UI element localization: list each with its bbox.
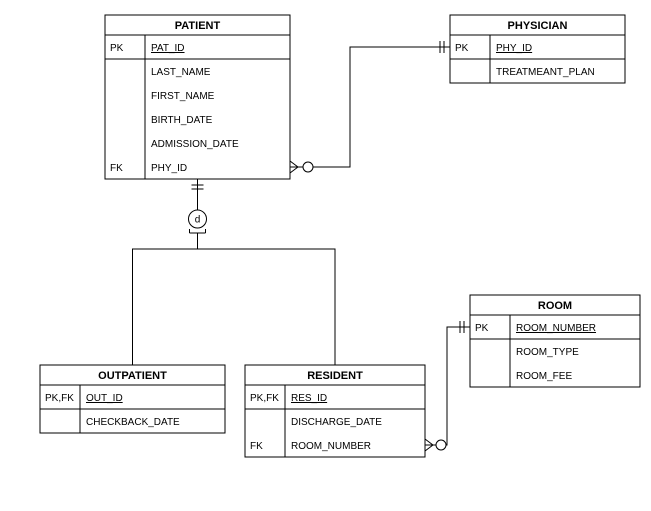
rel-isa-resident [198,233,336,365]
attr-label: PAT_ID [151,43,185,54]
entity-title: RESIDENT [307,370,363,382]
attr-label: ROOM_FEE [516,371,572,382]
rel-patient-physician [290,47,450,167]
attr-label: PHY_ID [496,43,532,54]
key-label: PK [475,323,489,334]
attr-label: ROOM_NUMBER [291,441,371,452]
attr-label: BIRTH_DATE [151,115,213,126]
attr-label: OUT_ID [86,393,123,404]
attr-label: FIRST_NAME [151,91,215,102]
key-label: PK [455,43,469,54]
attr-label: ADMISSION_DATE [151,139,239,150]
attr-label: PHY_ID [151,163,187,174]
entity-title: PHYSICIAN [508,20,568,32]
entity-patient: PATIENT PK PAT_ID LAST_NAME FIRST_NAME BIRTH_… [105,15,290,179]
entity-title: ROOM [538,300,572,312]
attr-label: ROOM_TYPE [516,347,579,358]
attr-label: ROOM_NUMBER [516,323,596,334]
entity-outpatient: OUTPATIENT PK,FK OUT_ID CHECKBACK_DATE [40,365,225,433]
key-label: PK,FK [250,393,279,404]
rel-resident-room [425,327,470,445]
entity-room: ROOM PK ROOM_NUMBER ROOM_TYPE ROOM_FEE [470,295,640,387]
key-label: FK [250,441,263,452]
key-label: FK [110,163,123,174]
attr-label: DISCHARGE_DATE [291,417,382,428]
key-label: PK,FK [45,393,74,404]
er-diagram-canvas: PATIENT PK PAT_ID LAST_NAME FIRST_NAME BIRTH_… [0,0,651,511]
entity-physician: PHYSICIAN PK PHY_ID TREATMEANT_PLAN [450,15,625,83]
attr-label: TREATMEANT_PLAN [496,67,595,78]
attr-label: CHECKBACK_DATE [86,417,180,428]
attr-label: RES_ID [291,393,327,404]
attr-label: LAST_NAME [151,67,211,78]
entity-title: OUTPATIENT [98,370,167,382]
rel-isa-outpatient [133,233,198,365]
key-label: PK [110,43,124,54]
disjoint-label: d [195,215,201,226]
entity-resident: RESIDENT PK,FK RES_ID DISCHARGE_DATE FK ROOM_… [245,365,425,457]
entity-title: PATIENT [175,20,221,32]
